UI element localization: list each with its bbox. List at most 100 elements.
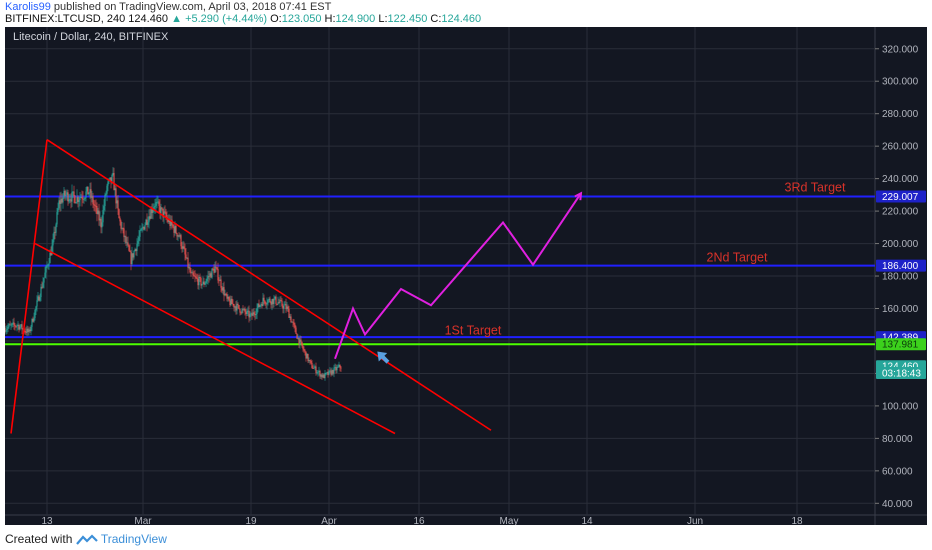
price-label: 229.007: [882, 192, 919, 203]
author-link[interactable]: Karolis99: [5, 1, 51, 13]
candle-body: [326, 372, 328, 373]
candle-body: [80, 197, 82, 198]
candle-body: [287, 306, 289, 309]
candle-body: [291, 321, 293, 323]
price-axis-background: [875, 27, 927, 525]
candle-body: [127, 242, 129, 246]
candle-body: [126, 242, 128, 244]
candle-body: [103, 206, 105, 211]
candle-body: [309, 360, 311, 361]
candle-body: [268, 298, 270, 300]
candle-body: [90, 189, 92, 198]
candle-body: [136, 243, 138, 252]
candle-body: [48, 263, 50, 266]
candle-body: [197, 278, 199, 286]
candle-body: [282, 306, 284, 309]
candle-body: [320, 374, 322, 377]
candle-body: [307, 353, 309, 362]
candle-body: [179, 235, 181, 237]
candle-body: [239, 308, 241, 313]
candle-body: [205, 281, 207, 284]
open-label: O:: [270, 13, 282, 25]
candle-body: [97, 210, 99, 214]
y-tick-label: 280.000: [882, 109, 919, 120]
candle-body: [217, 268, 219, 281]
candle-body: [88, 192, 90, 195]
candle-body: [72, 191, 74, 193]
candle-body: [277, 302, 279, 305]
candle-body: [312, 368, 314, 369]
candle-body: [305, 351, 307, 359]
candle-body: [294, 324, 296, 328]
candle-body: [83, 198, 85, 200]
candle-body: [7, 326, 9, 329]
candle-body: [176, 233, 178, 237]
candle-body: [218, 280, 220, 282]
candle-body: [139, 230, 141, 237]
candle-body: [74, 196, 76, 204]
projection-arrowhead-icon: [574, 191, 583, 201]
candle-body: [215, 266, 217, 268]
candle-body: [154, 205, 156, 208]
candle-body: [313, 367, 315, 369]
candle-body: [333, 367, 335, 374]
candle-body: [153, 207, 155, 210]
candle-body: [137, 240, 139, 244]
candle-body: [73, 191, 75, 197]
candle-body: [232, 303, 234, 305]
candle-body: [46, 265, 48, 267]
x-tick-label: 16: [413, 516, 425, 525]
candle-body: [318, 370, 320, 372]
candle-body: [247, 310, 249, 312]
candle-body: [123, 228, 125, 238]
price-chart[interactable]: 320.000 300.000 280.000 260.000 240.000 220.0…: [4, 27, 927, 527]
candle-body: [231, 298, 233, 304]
candle-body: [296, 333, 298, 339]
candle-body: [9, 324, 11, 326]
candle-body: [138, 236, 140, 241]
candle-body: [281, 300, 283, 307]
candle-body: [273, 298, 275, 304]
y-tick-label: 260.000: [882, 142, 919, 153]
x-tick-label: May: [500, 516, 519, 525]
x-tick-label: 19: [245, 516, 257, 525]
candle-body: [195, 276, 197, 278]
candle-body: [142, 226, 144, 228]
candle-body: [298, 337, 300, 345]
candle-body: [311, 362, 313, 369]
candle-body: [178, 235, 180, 237]
candle-body: [269, 298, 271, 303]
candle-body: [224, 293, 226, 296]
candle-body: [99, 218, 101, 221]
candle-body: [244, 308, 246, 313]
candle-body: [29, 329, 31, 332]
tradingview-brand[interactable]: TradingView: [100, 532, 167, 546]
price-label-bg: [876, 190, 926, 203]
candle-body: [228, 296, 230, 301]
candle-body: [50, 252, 52, 256]
candle-body: [290, 316, 292, 323]
candle-body: [334, 367, 336, 368]
candle-body: [31, 318, 33, 327]
candle-body: [63, 190, 65, 198]
candle-body: [211, 268, 213, 278]
candle-body: [283, 305, 285, 309]
candle-body: [45, 266, 47, 273]
candle-body: [79, 197, 81, 201]
candle-body: [174, 225, 176, 233]
candle-body: [314, 366, 316, 368]
candle-body: [44, 272, 46, 278]
candle-body: [160, 207, 162, 214]
candle-body: [167, 218, 169, 222]
candle-body: [65, 194, 67, 196]
candle-body: [251, 313, 253, 316]
chart-panel[interactable]: 320.000 300.000 280.000 260.000 240.000 220.0…: [4, 27, 927, 527]
target-label: 1St Target: [445, 323, 502, 337]
candle-body: [37, 296, 39, 301]
candle-body: [53, 231, 55, 240]
candle-body: [49, 252, 51, 264]
x-tick-label: 14: [581, 516, 593, 525]
candle-body: [177, 235, 179, 237]
candle-body: [170, 219, 172, 227]
candle-body: [76, 196, 78, 203]
